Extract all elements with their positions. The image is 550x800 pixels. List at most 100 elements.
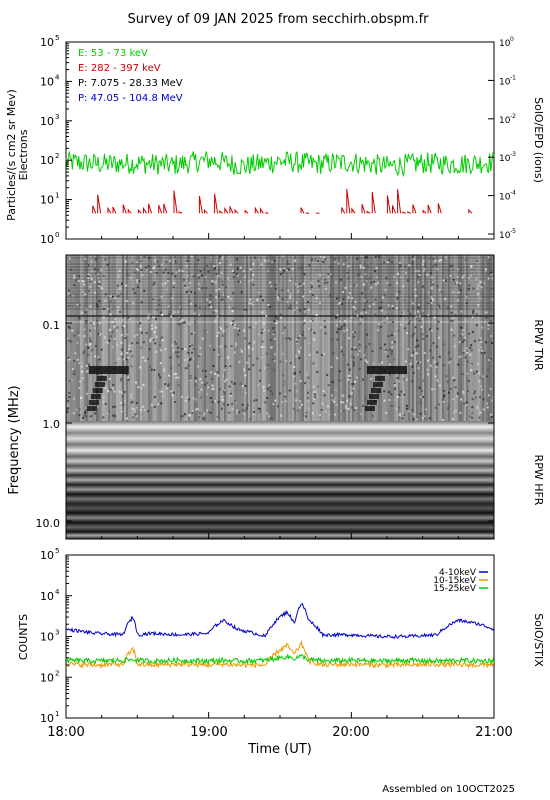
tnr-speckle — [120, 352, 123, 355]
tnr-speckle — [470, 364, 473, 366]
tnr-speckle — [107, 390, 109, 393]
tnr-speckle — [388, 348, 391, 351]
tnr-speckle — [165, 261, 168, 263]
tnr-speckle — [435, 365, 438, 368]
tnr-speckle — [324, 287, 327, 290]
epd-series-e2-segment — [229, 206, 234, 214]
tnr-speckle — [460, 326, 463, 329]
tnr-speckle — [386, 281, 389, 284]
tnr-speckle — [456, 268, 459, 271]
tnr-speckle — [350, 383, 353, 386]
tnr-speckle — [460, 398, 463, 401]
tnr-speckle — [129, 318, 132, 320]
tnr-speckle — [152, 369, 155, 371]
tnr-speckle — [242, 270, 245, 272]
tnr-streak — [186, 255, 188, 421]
tnr-speckle — [460, 310, 463, 313]
tnr-speckle — [334, 258, 336, 261]
stix-tick-label: 10 — [40, 549, 54, 562]
tnr-speckle — [206, 298, 209, 301]
epd-right-tick-label: 10 — [499, 193, 511, 203]
tnr-speckle — [133, 410, 136, 413]
tnr-speckle — [82, 290, 84, 293]
tnr-speckle — [449, 357, 452, 360]
tnr-speckle — [313, 331, 316, 334]
tnr-speckle — [363, 283, 365, 286]
tnr-streak — [400, 255, 402, 421]
tnr-streak — [306, 255, 308, 421]
tnr-speckle — [445, 256, 448, 259]
tnr-speckle — [263, 322, 266, 325]
tnr-speckle — [147, 410, 150, 412]
tnr-speckle — [143, 409, 146, 412]
tnr-streak — [312, 255, 314, 421]
tnr-speckle — [447, 269, 449, 271]
tnr-speckle — [104, 293, 107, 296]
tnr-speckle — [258, 333, 260, 336]
tnr-speckle — [136, 269, 139, 272]
tnr-speckle — [335, 316, 338, 319]
tnr-speckle — [283, 267, 286, 270]
epd-series-e2-segment — [300, 207, 305, 214]
tnr-speckle — [242, 409, 245, 412]
tnr-speckle — [186, 357, 189, 360]
tnr-speckle — [319, 256, 322, 258]
tnr-speckle — [78, 275, 80, 278]
tnr-streak — [414, 255, 416, 421]
tnr-speckle — [420, 389, 423, 392]
tnr-speckle — [175, 262, 178, 265]
tnr-speckle — [431, 297, 434, 300]
tnr-speckle — [272, 403, 275, 406]
tnr-speckle — [461, 333, 464, 336]
tnr-speckle — [284, 393, 287, 396]
tnr-speckle — [337, 257, 340, 260]
stix-tick-exp: 4 — [55, 588, 60, 596]
tnr-speckle — [397, 329, 400, 332]
tnr-speckle — [420, 395, 422, 398]
tnr-speckle — [340, 401, 343, 404]
tnr-speckle — [206, 386, 209, 389]
tnr-speckle — [356, 314, 359, 317]
tnr-speckle — [163, 369, 166, 372]
tnr-speckle — [217, 374, 220, 377]
tnr-speckle — [220, 396, 223, 399]
tnr-speckle — [450, 328, 453, 331]
tnr-speckle — [102, 416, 105, 419]
tnr-speckle — [476, 259, 479, 262]
tnr-streak — [346, 255, 348, 421]
tnr-speckle — [464, 259, 467, 261]
tnr-speckle — [312, 385, 315, 388]
tnr-speckle — [326, 281, 329, 284]
tnr-speckle — [353, 356, 355, 359]
tnr-speckle — [432, 265, 435, 268]
tnr-speckle — [479, 396, 481, 398]
tnr-speckle — [327, 405, 329, 408]
tnr-streak — [208, 255, 210, 421]
tnr-speckle — [257, 383, 260, 386]
tnr-speckle — [109, 313, 112, 316]
tnr-speckle — [485, 311, 488, 314]
epd-series-e2-segment — [224, 206, 229, 214]
tnr-speckle — [105, 341, 108, 344]
tnr-streak — [366, 255, 368, 421]
tnr-speckle — [270, 285, 273, 288]
tnr-speckle — [186, 274, 189, 277]
tnr-speckle — [312, 315, 315, 318]
tnr-speckle — [94, 355, 97, 358]
tnr-speckle — [422, 379, 425, 382]
tnr-speckle — [415, 352, 418, 355]
tnr-speckle — [436, 363, 439, 366]
tnr-speckle — [248, 342, 251, 345]
spectrogram-axis — [65, 322, 495, 539]
stix-tick-label: 10 — [40, 590, 54, 603]
tnr-speckle — [485, 375, 488, 378]
tnr-speckle — [188, 398, 191, 401]
tnr-speckle — [363, 299, 366, 302]
tnr-speckle — [398, 380, 401, 383]
tnr-speckle — [449, 274, 452, 277]
tnr-speckle — [421, 417, 424, 420]
tnr-speckle — [197, 355, 199, 358]
tnr-speckle — [136, 415, 139, 418]
tnr-speckle — [111, 321, 114, 323]
tnr-speckle — [163, 368, 166, 371]
